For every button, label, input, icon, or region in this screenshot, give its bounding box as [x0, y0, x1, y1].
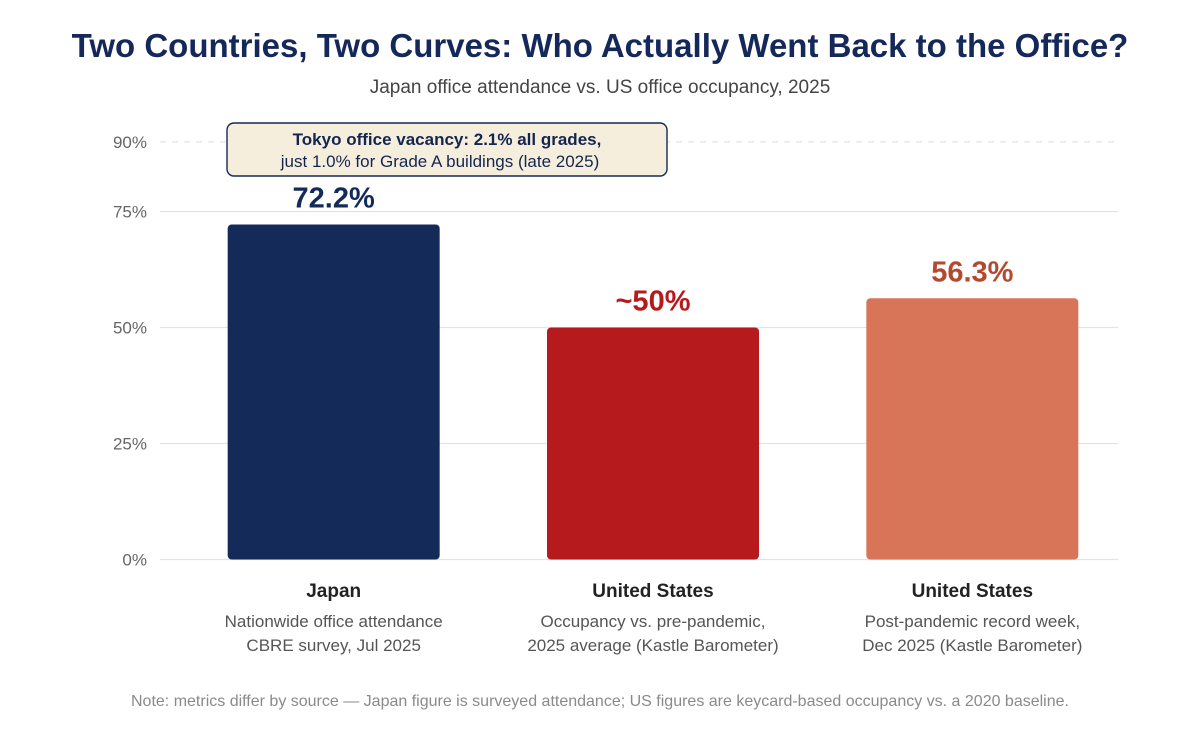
annotation-line-2: just 1.0% for Grade A buildings (late 20…	[280, 152, 599, 171]
y-tick-label: 50%	[113, 319, 147, 338]
category-desc-line-2: Dec 2025 (Kastle Barometer)	[862, 636, 1082, 655]
category-desc-line-1: Post-pandemic record week,	[865, 612, 1080, 631]
vacancy-annotation: Tokyo office vacancy: 2.1% all grades, j…	[226, 122, 668, 177]
bars	[227, 224, 1079, 560]
bar-1	[227, 224, 440, 560]
y-tick-label: 0%	[122, 551, 147, 570]
category-desc-line-2: 2025 average (Kastle Barometer)	[527, 636, 778, 655]
category-desc-line-2: CBRE survey, Jul 2025	[246, 636, 420, 655]
bar-3	[866, 298, 1079, 560]
data-label-2: ~50%	[616, 286, 691, 318]
data-labels: 72.2% ~50% 56.3%	[293, 182, 1014, 317]
y-tick-label: 25%	[113, 435, 147, 454]
annotation-line-1: Tokyo office vacancy: 2.1% all grades,	[293, 130, 602, 149]
footnote: Note: metrics differ by source — Japan f…	[131, 693, 1069, 710]
y-tick-label: 75%	[113, 203, 147, 222]
chart-title: Two Countries, Two Curves: Who Actually …	[72, 27, 1129, 64]
bar-2	[547, 327, 759, 560]
data-label-3: 56.3%	[931, 256, 1013, 288]
category-labels: Japan Nationwide office attendance CBRE su…	[225, 581, 1083, 655]
y-tick-label: 90%	[113, 133, 147, 152]
annotation-box	[226, 122, 668, 177]
category-desc-line-1: Occupancy vs. pre-pandemic,	[541, 612, 766, 631]
category-desc-line-1: Nationwide office attendance	[225, 612, 443, 631]
chart-subtitle: Japan office attendance vs. US office oc…	[370, 77, 831, 98]
y-axis-ticks: 0% 25% 50% 75% 90%	[113, 133, 147, 570]
category-name-1: Japan	[306, 581, 361, 602]
category-name-3: United States	[912, 581, 1033, 602]
data-label-1: 72.2%	[293, 182, 375, 214]
category-name-2: United States	[592, 581, 713, 602]
